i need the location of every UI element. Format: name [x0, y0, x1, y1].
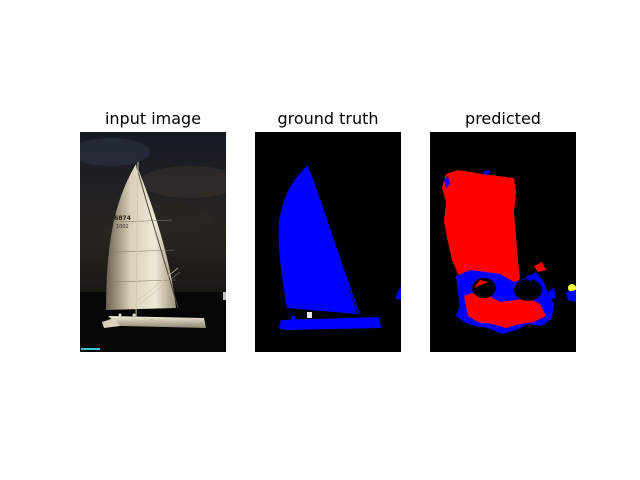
sail-number-main: 56874	[110, 215, 131, 222]
red-region	[442, 170, 520, 290]
predicted-mask	[430, 132, 576, 352]
predicted-panel	[430, 132, 576, 352]
ground-truth-panel	[255, 132, 401, 352]
input-image-panel: 56874 1002	[80, 132, 226, 352]
ground-truth-title: ground truth	[277, 109, 379, 128]
hull	[108, 316, 206, 328]
hull-mask	[279, 317, 381, 330]
sail-mask	[278, 166, 357, 314]
yellow-blob	[568, 284, 576, 292]
sailboat-photo: 56874 1002	[80, 132, 226, 352]
main-sail	[106, 164, 176, 310]
ground-truth-mask	[255, 132, 401, 352]
sail-number-sub: 1002	[116, 224, 129, 230]
watermark	[81, 348, 100, 350]
predicted-title: predicted	[465, 109, 541, 128]
red-lower-region	[464, 292, 546, 328]
input-image-title: input image	[104, 109, 202, 128]
